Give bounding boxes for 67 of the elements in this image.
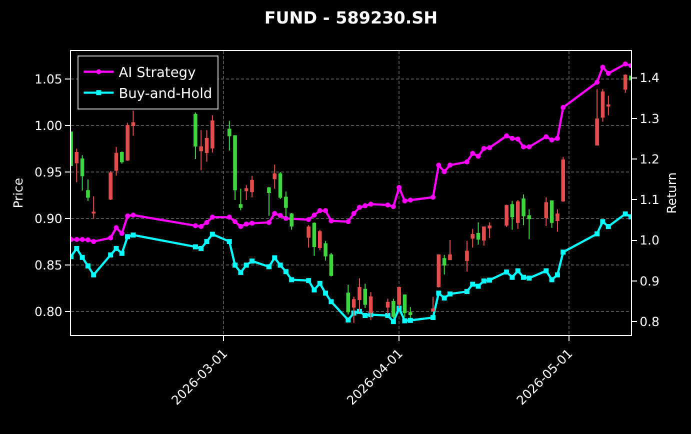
- y-tick-label: 1.05: [34, 71, 62, 86]
- y2-tick-label: 1.2: [640, 151, 660, 166]
- y-tick-label: 0.85: [34, 258, 62, 273]
- candlestick: [522, 194, 526, 226]
- y2-tick-label: 1.0: [640, 232, 660, 248]
- candlestick: [346, 284, 350, 316]
- y2-tick-label: 0.8: [640, 314, 660, 329]
- candlestick: [114, 146, 118, 176]
- candlestick: [516, 199, 520, 230]
- y-tick-label: 0.95: [34, 164, 62, 180]
- candlestick: [358, 278, 362, 312]
- candlestick: [476, 222, 480, 246]
- candlestick: [199, 130, 203, 171]
- candlestick: [402, 294, 407, 318]
- y-tick-label: 0.80: [34, 304, 62, 320]
- candlestick: [556, 208, 560, 232]
- legend-label: Buy-and-Hold: [118, 86, 212, 102]
- candlestick: [465, 240, 469, 272]
- y-axis-title: Price: [10, 177, 26, 208]
- candlestick: [267, 186, 271, 216]
- candlestick: [527, 208, 532, 240]
- candlestick: [442, 254, 446, 275]
- candlestick: [595, 88, 599, 146]
- candlestick: [126, 122, 130, 162]
- y2-tick-label: 1.4: [640, 70, 660, 86]
- candlestick: [312, 222, 316, 256]
- candlestick: [324, 240, 328, 262]
- candlestick: [80, 154, 84, 192]
- candlestick: [108, 170, 112, 200]
- candlestick: [92, 196, 96, 220]
- candlestick: [363, 283, 368, 308]
- candlestick: [318, 229, 322, 251]
- candlestick: [561, 156, 566, 202]
- y2-tick-label: 1.3: [640, 110, 660, 126]
- candlestick: [272, 164, 277, 190]
- candlestick: [250, 175, 254, 198]
- candlestick: [86, 179, 90, 202]
- candlestick: [238, 188, 243, 211]
- candlestick: [544, 196, 548, 227]
- candlestick: [510, 200, 514, 230]
- candlestick: [306, 224, 310, 248]
- candlestick: [550, 200, 554, 228]
- y-tick-label: 1.00: [34, 118, 62, 133]
- candlestick: [278, 172, 282, 200]
- legend-label: AI Strategy: [118, 65, 196, 82]
- candlestick: [204, 130, 209, 162]
- candlestick: [392, 298, 396, 319]
- y2-tick-label: 0.9: [640, 273, 660, 288]
- candlestick: [210, 114, 214, 153]
- y2-axis-title: Return: [664, 172, 679, 214]
- candlestick: [623, 74, 628, 94]
- chart-title: FUND - 589230.SH: [264, 7, 438, 28]
- y-tick-label: 0.90: [34, 210, 62, 226]
- candlestick: [600, 88, 605, 122]
- candlestick: [470, 228, 474, 248]
- candlestick: [74, 148, 79, 183]
- candlestick: [194, 112, 198, 160]
- candlestick: [120, 151, 124, 164]
- candlestick: [606, 95, 610, 116]
- candlestick: [504, 204, 508, 228]
- candlestick: [329, 252, 334, 277]
- candlestick: [431, 296, 435, 312]
- candlestick: [244, 184, 248, 200]
- candlestick: [131, 110, 136, 136]
- y2-tick-label: 1.1: [640, 192, 660, 208]
- candlestick: [436, 254, 441, 288]
- candlestick: [448, 240, 452, 260]
